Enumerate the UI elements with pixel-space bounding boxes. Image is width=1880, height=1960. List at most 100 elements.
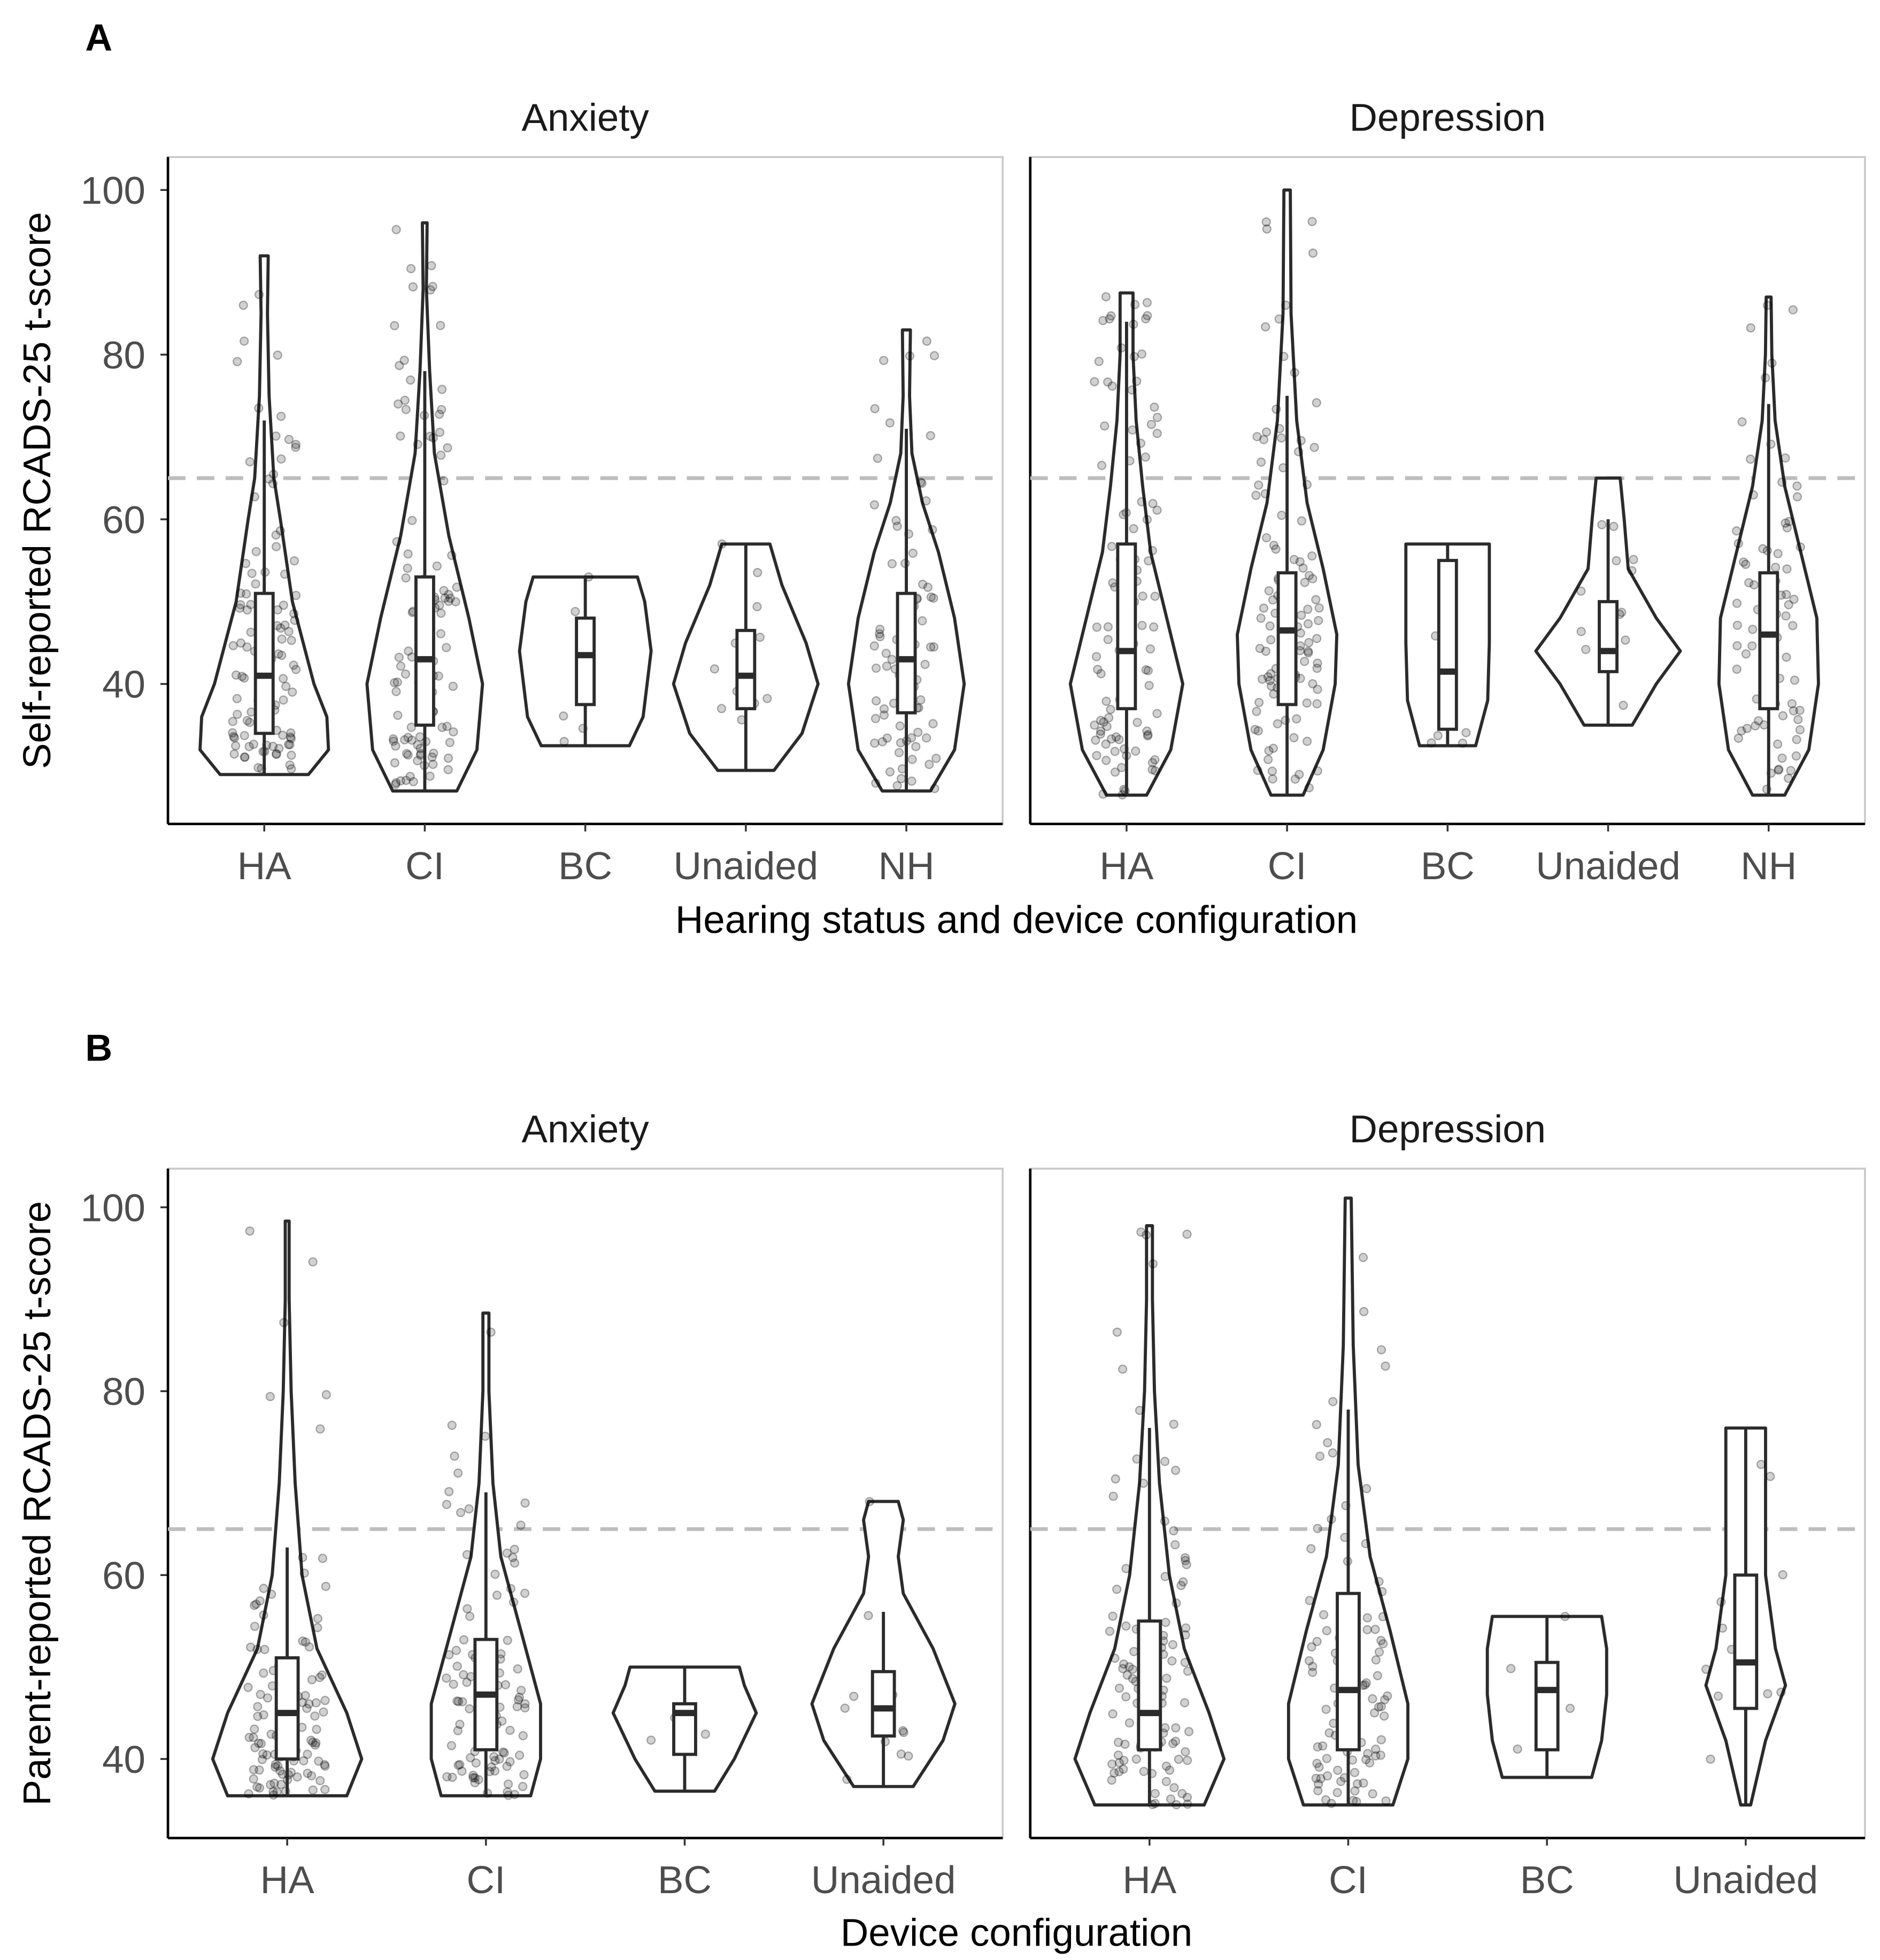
data-point	[518, 1731, 528, 1741]
data-point	[448, 681, 458, 691]
data-point	[466, 1753, 475, 1763]
data-point	[306, 1735, 316, 1745]
data-point	[274, 743, 284, 754]
data-point	[1150, 1798, 1160, 1809]
data-point	[503, 1787, 512, 1797]
data-point	[273, 350, 282, 360]
data-point	[930, 783, 939, 794]
data-point	[1269, 689, 1278, 699]
data-point	[1137, 620, 1147, 631]
data-point	[1749, 580, 1759, 590]
data-point	[459, 1635, 469, 1644]
data-point	[399, 735, 410, 745]
data-point	[1350, 1767, 1360, 1778]
data-point	[230, 741, 241, 751]
data-point	[870, 738, 880, 748]
data-point	[453, 1697, 464, 1707]
data-point	[926, 592, 936, 602]
data-point	[1362, 1484, 1372, 1494]
data-point	[1322, 1754, 1332, 1763]
data-point	[393, 399, 403, 409]
data-point	[1180, 1657, 1190, 1667]
x-tick-label: HA	[1099, 844, 1153, 888]
data-point	[456, 1508, 466, 1518]
x-tick-label: BC	[1421, 844, 1475, 888]
data-point	[1776, 1687, 1786, 1697]
data-point	[407, 516, 417, 525]
data-point	[921, 733, 931, 743]
data-point	[255, 1765, 264, 1775]
data-point	[1103, 622, 1113, 632]
data-point	[1304, 783, 1314, 793]
data-point	[313, 1613, 322, 1624]
data-point	[1781, 453, 1790, 463]
y-tick-label: 40	[102, 663, 145, 706]
x-tick-label: BC	[1520, 1858, 1574, 1902]
data-point	[1313, 1742, 1322, 1752]
data-point	[1737, 726, 1746, 736]
data-point	[1130, 299, 1140, 310]
data-point	[1311, 595, 1321, 605]
data-point	[1308, 679, 1317, 689]
data-point	[246, 627, 256, 637]
data-point	[1170, 1540, 1180, 1550]
data-point	[284, 435, 294, 444]
data-point	[409, 777, 418, 787]
data-point	[1314, 616, 1323, 626]
data-point	[286, 734, 296, 743]
data-point	[1782, 652, 1791, 662]
data-point	[240, 752, 250, 762]
data-point	[1093, 665, 1103, 674]
data-point	[1174, 1755, 1184, 1764]
data-point	[762, 694, 772, 703]
data-point	[405, 375, 415, 385]
data-point	[1293, 447, 1304, 457]
data-point	[1359, 1306, 1369, 1317]
data-point	[1181, 1623, 1191, 1633]
data-point	[236, 588, 245, 598]
data-point	[1621, 635, 1630, 645]
data-point	[1150, 755, 1160, 765]
data-point	[1112, 1327, 1122, 1337]
data-point	[487, 1762, 496, 1772]
data-point	[913, 727, 923, 737]
data-point	[259, 1710, 268, 1720]
data-point	[289, 556, 299, 566]
data-point	[310, 1740, 320, 1750]
data-point	[1327, 1798, 1336, 1808]
data-point	[908, 548, 918, 558]
data-point	[1256, 613, 1266, 623]
data-point	[1304, 648, 1313, 658]
data-point	[1150, 1789, 1160, 1798]
data-point	[1305, 1596, 1314, 1605]
data-point	[292, 1772, 302, 1782]
x-tick-label: NH	[879, 844, 935, 888]
data-point	[1302, 480, 1312, 489]
data-point	[1307, 551, 1317, 561]
data-point	[1609, 521, 1619, 532]
x-tick-label: CI	[1329, 1858, 1368, 1902]
data-point	[399, 356, 409, 365]
data-point	[1138, 1478, 1149, 1488]
data-point	[1118, 1664, 1128, 1673]
data-point	[917, 478, 927, 488]
data-point	[1312, 1636, 1322, 1647]
data-point	[396, 431, 405, 441]
data-point	[396, 776, 406, 786]
data-point	[869, 641, 879, 651]
data-point	[1264, 586, 1274, 596]
data-point	[842, 1774, 852, 1784]
data-point	[875, 625, 885, 634]
data-point	[1124, 1662, 1134, 1672]
data-point	[907, 755, 917, 764]
box-iqr	[1336, 1592, 1361, 1751]
data-point	[391, 687, 401, 696]
data-point	[1131, 746, 1141, 756]
data-point	[447, 1420, 457, 1430]
data-point	[391, 741, 400, 751]
data-point	[1119, 1659, 1129, 1669]
data-point	[280, 620, 290, 630]
data-point	[1374, 1647, 1384, 1657]
data-point	[490, 1766, 500, 1776]
data-point	[1746, 454, 1755, 464]
